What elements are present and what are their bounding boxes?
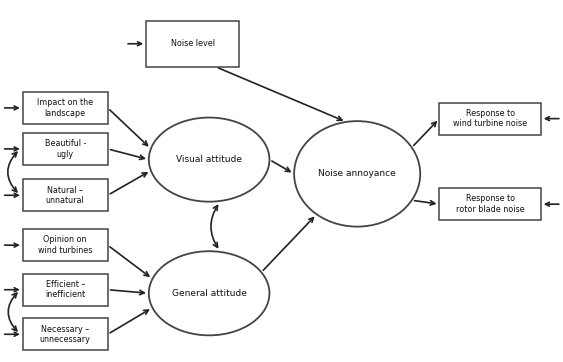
Text: Noise annoyance: Noise annoyance xyxy=(318,169,396,178)
Bar xyxy=(146,21,239,67)
Ellipse shape xyxy=(294,121,420,227)
Text: Beautiful -
ugly: Beautiful - ugly xyxy=(44,139,86,159)
Text: Opinion on
wind turbines: Opinion on wind turbines xyxy=(38,235,92,255)
Bar xyxy=(439,188,541,220)
Text: Impact on the
landscape: Impact on the landscape xyxy=(37,98,93,118)
Bar xyxy=(23,133,108,165)
Ellipse shape xyxy=(149,251,270,335)
Text: Noise level: Noise level xyxy=(171,39,215,48)
Text: Necessary –
unnecessary: Necessary – unnecessary xyxy=(40,325,91,344)
Text: Efficient –
inefficient: Efficient – inefficient xyxy=(45,280,85,299)
Bar xyxy=(439,102,541,135)
Bar xyxy=(23,318,108,350)
Text: Natural –
unnatural: Natural – unnatural xyxy=(46,186,84,205)
Text: General attitude: General attitude xyxy=(172,289,247,298)
Ellipse shape xyxy=(149,118,270,202)
Bar xyxy=(23,274,108,306)
Bar xyxy=(23,179,108,211)
Text: Visual attitude: Visual attitude xyxy=(176,155,242,164)
Text: Response to
rotor blade noise: Response to rotor blade noise xyxy=(456,194,525,214)
Bar xyxy=(23,229,108,261)
Bar xyxy=(23,92,108,124)
Text: Response to
wind turbine noise: Response to wind turbine noise xyxy=(453,109,527,128)
